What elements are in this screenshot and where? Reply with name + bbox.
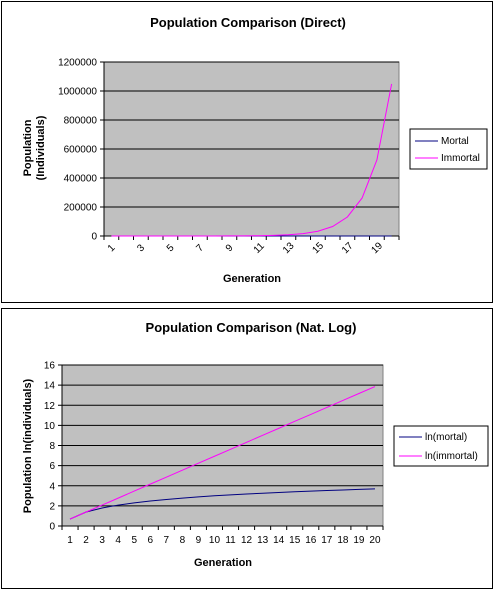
chart-direct-y-tick-label: 1000000 [58,87,97,98]
chart-log-x-tick-label: 11 [225,535,236,546]
chart-log-y-tick-label: 8 [49,441,55,452]
chart-log-y-tick-label: 4 [49,481,55,492]
chart-direct-x-tick-label: 19 [369,240,385,256]
chart-direct-series-immortal [111,83,393,237]
chart-log-x-tick-label: 18 [337,535,349,546]
chart-log-legend-label-mortal: ln(mortal) [425,432,467,443]
chart-direct-y-tick-label: 0 [91,232,97,243]
chart-direct-y-tick-label: 600000 [64,145,98,156]
chart-direct-y-tick-label: 400000 [64,174,98,185]
chart-log-y-tick-label: 6 [49,461,55,472]
chart-log-x-tick-label: 16 [305,535,317,546]
chart-direct-y-tick-label: 1200000 [58,58,97,69]
chart-log-x-tick-label: 17 [321,535,333,546]
chart-log-y-tick-label: 16 [44,361,56,372]
chart-direct-x-tick-label: 5 [165,242,177,254]
chart-log-x-tick-label: 9 [196,535,202,546]
chart-log-x-tick-label: 6 [147,535,153,546]
chart-log-y-tick-label: 2 [49,501,55,512]
chart-direct-title: Population Comparison (Direct) [150,15,346,30]
chart-direct-x-tick-label: 9 [224,242,236,254]
chart-direct-legend-label-immortal: Immortal [441,153,480,164]
chart-direct-legend: Mortal Immortal [409,128,488,170]
chart-log-x-tick-label: 15 [289,535,301,546]
chart-log-x-tick-label: 1 [67,535,73,546]
chart-log-y-tick-label: 10 [44,421,56,432]
chart-log-y-axis-label: Population ln(individuals) [22,378,34,513]
chart-direct-y-tick-label: 800000 [64,116,98,127]
chart-log-legend: ln(mortal) ln(immortal) [393,425,489,467]
chart-direct-x-axis-label: Generation [223,273,281,285]
chart-log-x-tick-label: 10 [209,535,221,546]
chart-log-x-tick-label: 5 [131,535,137,546]
chart-direct-y-axis-label-line1: Population [22,119,34,176]
chart-log-x-tick-label: 3 [99,535,105,546]
chart-log-legend-box [393,425,489,467]
chart-log-x-axis-label: Generation [194,557,252,569]
chart-log-y-tick-label: 0 [49,522,55,533]
chart-log-legend-label-immortal: ln(immortal) [425,451,478,462]
chart-log-x-tick-label: 14 [273,535,285,546]
chart-log-y-tick-label: 14 [44,381,56,392]
chart-direct-x-tick-label: 3 [135,242,147,254]
chart-log-title: Population Comparison (Nat. Log) [146,320,357,335]
chart-log-x-tick-label: 20 [369,535,381,546]
chart-log-series-ln-mortal [69,488,375,520]
chart-direct-y-tick-label: 200000 [64,203,98,214]
chart-log-x-tick-label: 7 [164,535,170,546]
chart-direct-y-axis-label-line2: (Individuals) [35,115,47,180]
chart-direct-x-tick-label: 1 [106,242,118,254]
chart-log-x-tick-label: 4 [115,535,121,546]
chart-direct-x-tick-label: 13 [281,240,297,256]
chart-direct-x-tick-label: 17 [340,240,356,256]
chart-log-series-ln-immortal [69,386,376,520]
chart-log-y-tick-label: 12 [44,401,56,412]
chart-log-x-tick-label: 12 [241,535,253,546]
chart-log-x-tick-label: 19 [353,535,365,546]
chart-log-x-tick-label: 13 [257,535,269,546]
chart-direct-x-tick-label: 15 [310,240,326,256]
chart-log-x-tick-label: 2 [83,535,89,546]
chart-direct-legend-box [409,128,488,170]
chart-direct-x-tick-label: 11 [252,240,267,255]
chart-direct-legend-label-mortal: Mortal [441,136,469,147]
chart-log-x-tick-label: 8 [180,535,186,546]
chart-direct-x-tick-label: 7 [194,242,206,254]
